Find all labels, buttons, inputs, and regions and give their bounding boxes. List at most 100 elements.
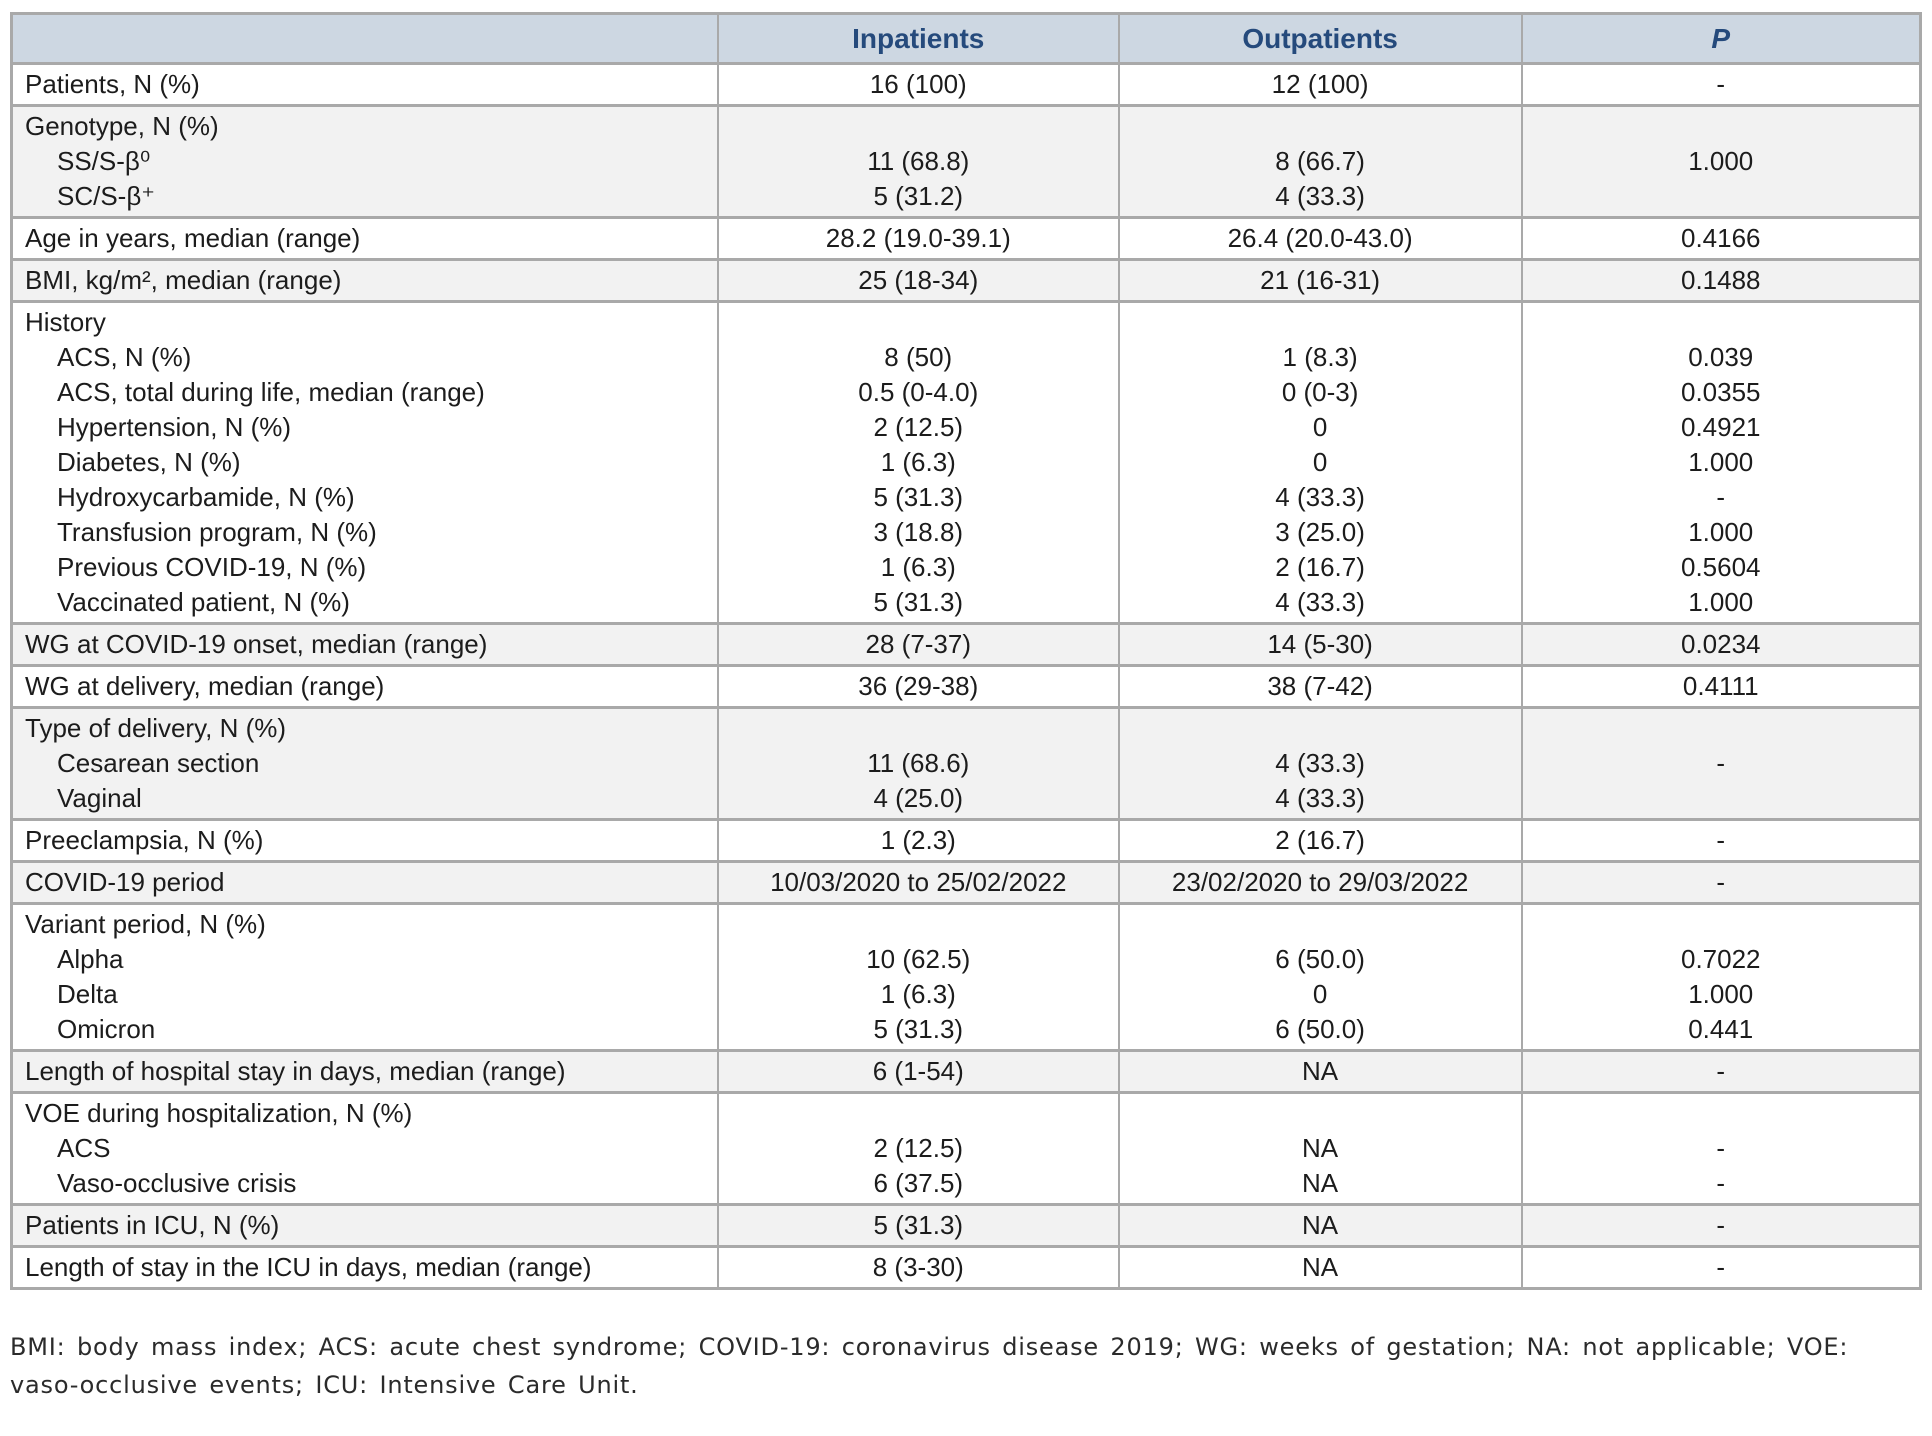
p-value-cell: - [1520, 860, 1922, 905]
cell-value: 0 [1312, 979, 1328, 1009]
row-label-cell: Patients in ICU, N (%) [10, 1203, 719, 1248]
table-row: COVID-19 period 10/03/2020 to 25/02/2022 2… [10, 860, 1922, 905]
inpatients-cell: 5 (31.3) [716, 1203, 1120, 1248]
cell-value: 0 (0-3) [1281, 377, 1359, 407]
inpatients-cell: 28 (7-37) [716, 622, 1120, 667]
cell-value [1128, 305, 1513, 340]
row-label-cell: WG at COVID-19 onset, median (range) [10, 622, 719, 667]
cell-value: 4 (33.3) [1275, 783, 1365, 813]
row-label-cell: BMI, kg/m², median (range) [10, 258, 719, 303]
cell-value: 0.4921 [1680, 412, 1761, 442]
inpatients-cell: 2 (12.5) 6 (37.5) [716, 1091, 1120, 1206]
table-row: Type of delivery, N (%) Cesarean section V… [10, 706, 1922, 821]
cell-value: - [1716, 1133, 1726, 1163]
cell-value: 8 (3-30) [872, 1252, 964, 1282]
cell-value: 1 (2.3) [880, 825, 956, 855]
table-row: Patients in ICU, N (%) 5 (31.3) NA - [10, 1203, 1922, 1248]
cell-value: 5 (31.2) [873, 181, 964, 211]
row-label: Age in years, median (range) [25, 223, 361, 253]
cell-value: 16 (100) [869, 69, 967, 99]
cell-value [727, 109, 1110, 144]
p-value-cell: 0.7022 1.000 0.441 [1520, 902, 1922, 1052]
row-label-cell: History ACS, N (%) ACS, total during life,… [10, 300, 719, 625]
row-sublabel: Vaso-occlusive crisis [57, 1168, 297, 1198]
outpatients-cell: 1 (8.3) 0 (0-3) 0 0 4 (33.3) 3 (25.0) 2 (16.7)… [1117, 300, 1523, 625]
outpatients-cell: 23/02/2020 to 29/03/2022 [1117, 860, 1523, 905]
cell-value: 28.2 (19.0-39.1) [825, 223, 1011, 253]
cell-value: 2 (16.7) [1275, 825, 1365, 855]
cell-value: 1 (6.3) [880, 447, 956, 477]
table-row: Variant period, N (%) Alpha Delta Omicron 1… [10, 902, 1922, 1052]
cell-value: NA [1302, 1056, 1339, 1086]
cell-value: - [1716, 1210, 1726, 1240]
row-label-cell: Genotype, N (%) SS/S-β⁰ SC/S-β⁺ [10, 104, 719, 219]
table-row: WG at delivery, median (range) 36 (29-38)… [10, 664, 1922, 709]
cell-value: - [1716, 482, 1726, 512]
cell-value: 1.000 [1688, 447, 1754, 477]
cell-value: 11 (68.8) [867, 146, 970, 176]
table-row: Preeclampsia, N (%) 1 (2.3) 2 (16.7) - [10, 818, 1922, 863]
table-row: WG at COVID-19 onset, median (range) 28 (… [10, 622, 1922, 667]
cell-value: 36 (29-38) [858, 671, 979, 701]
cell-value: 5 (31.3) [873, 1014, 964, 1044]
row-label: VOE during hospitalization, N (%) [25, 1098, 413, 1128]
p-value-cell: -- [1520, 1091, 1922, 1206]
cell-value: 4 (33.3) [1275, 482, 1365, 512]
outpatients-cell: 14 (5-30) [1117, 622, 1523, 667]
cell-value: 0.5 (0-4.0) [858, 377, 979, 407]
table-row: Length of stay in the ICU in days, media… [10, 1245, 1922, 1290]
row-label: History [25, 307, 106, 337]
cell-value: 0.441 [1688, 1014, 1754, 1044]
table-row: VOE during hospitalization, N (%) ACS Vaso… [10, 1091, 1922, 1206]
row-label-cell: WG at delivery, median (range) [10, 664, 719, 709]
cell-value: NA [1302, 1210, 1339, 1240]
row-sublabel: ACS, N (%) [57, 342, 192, 372]
row-label-cell: Variant period, N (%) Alpha Delta Omicron [10, 902, 719, 1052]
row-sublabel: ACS [57, 1133, 111, 1163]
outpatients-cell: NA [1117, 1245, 1523, 1290]
row-label-cell: Type of delivery, N (%) Cesarean section V… [10, 706, 719, 821]
cell-value: 8 (50) [884, 342, 953, 372]
cell-value: 0.7022 [1680, 944, 1761, 974]
cell-value [1531, 1096, 1912, 1131]
outpatients-cell: 26.4 (20.0-43.0) [1117, 216, 1523, 261]
cell-value: 3 (25.0) [1275, 517, 1365, 547]
inpatients-cell: 28.2 (19.0-39.1) [716, 216, 1120, 261]
p-value-cell: - [1520, 62, 1922, 107]
table-header-row: Inpatients Outpatients P [10, 12, 1922, 65]
cell-value: 1.000 [1688, 517, 1754, 547]
cell-value: 6 (50.0) [1275, 944, 1365, 974]
cell-value: 2 (16.7) [1275, 552, 1365, 582]
cell-value: 0.1488 [1680, 265, 1761, 295]
cell-value: - [1716, 867, 1726, 897]
cell-value: 21 (16-31) [1260, 265, 1381, 295]
row-sublabel: ACS, total during life, median (range) [57, 377, 485, 407]
inpatients-cell: 8 (50) 0.5 (0-4.0) 2 (12.5) 1 (6.3) 5 (31.3)… [716, 300, 1120, 625]
row-label-cell: VOE during hospitalization, N (%) ACS Vaso… [10, 1091, 719, 1206]
cell-value: 26.4 (20.0-43.0) [1227, 223, 1413, 253]
cell-value: - [1716, 825, 1726, 855]
p-value-cell: - [1520, 818, 1922, 863]
row-sublabel: Hypertension, N (%) [57, 412, 292, 442]
cell-value [1531, 305, 1912, 340]
row-sublabel: SS/S-β⁰ [57, 146, 151, 176]
cell-value: NA [1302, 1252, 1339, 1282]
p-value-cell: 0.039 0.0355 0.4921 1.000 - 1.000 0.5604 1.000 [1520, 300, 1922, 625]
row-label: Preeclampsia, N (%) [25, 825, 264, 855]
cell-value: 1.000 [1688, 146, 1754, 176]
row-sublabel: Hydroxycarbamide, N (%) [57, 482, 355, 512]
cell-value: 4 (33.3) [1275, 748, 1365, 778]
cell-value: 1.000 [1688, 979, 1754, 1009]
row-sublabel: Omicron [57, 1014, 156, 1044]
cell-value: - [1716, 1252, 1726, 1282]
table-footnote: BMI: body mass index; ACS: acute chest s… [10, 1333, 1849, 1399]
inpatients-cell: 25 (18-34) [716, 258, 1120, 303]
cell-value: 0.039 [1688, 342, 1754, 372]
cell-value: 0.5604 [1680, 552, 1761, 582]
row-label: WG at delivery, median (range) [25, 671, 385, 701]
row-sublabel: Transfusion program, N (%) [57, 517, 377, 547]
row-label-cell: COVID-19 period [10, 860, 719, 905]
cell-value: 6 (1-54) [872, 1056, 964, 1086]
cell-value: 2 (12.5) [873, 412, 964, 442]
cell-value: 0.0234 [1680, 629, 1761, 659]
